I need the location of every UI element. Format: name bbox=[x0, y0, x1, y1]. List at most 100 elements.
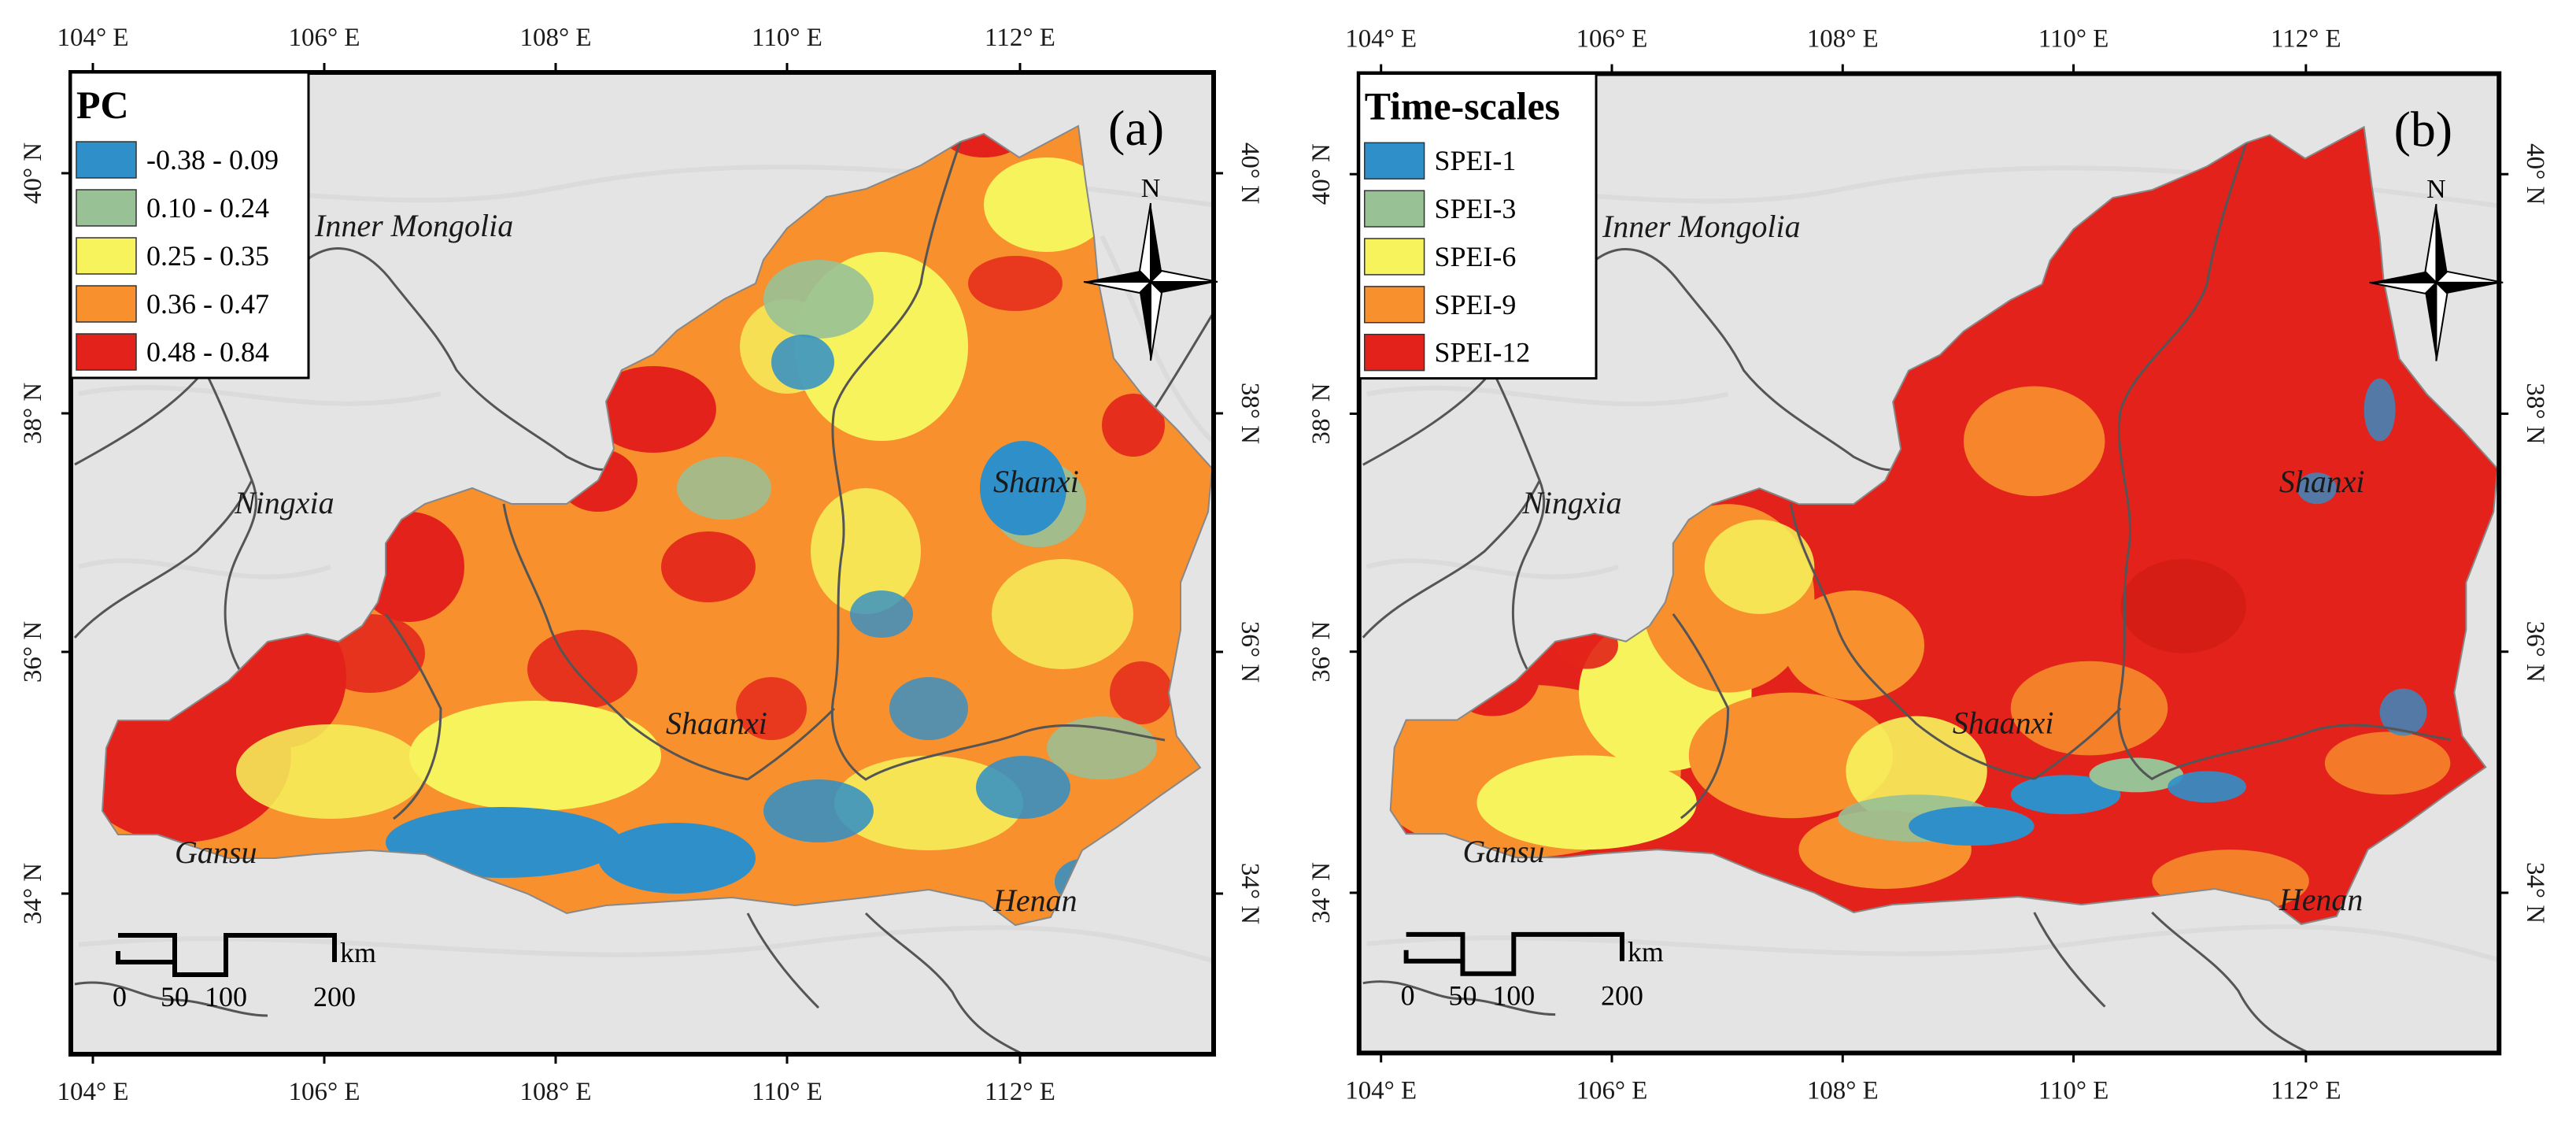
place-gansu: Gansu bbox=[1462, 834, 1544, 869]
north-arrow-icon: N bbox=[1083, 174, 1218, 361]
place-shanxi: Shanxi bbox=[993, 464, 1079, 499]
legend-b-swatch bbox=[1364, 333, 1425, 372]
legend-a-swatch bbox=[76, 285, 137, 323]
map-a-internal-boundaries bbox=[384, 141, 1166, 820]
map-a-province-boundaries bbox=[73, 247, 1214, 1054]
legend-a: PC -0.38 - 0.09 0.10 - 0.24 0.25 - 0.35 … bbox=[69, 71, 310, 379]
place-henan: Henan bbox=[992, 883, 1077, 918]
x-tick-top: 112° E bbox=[2271, 25, 2341, 54]
legend-a-item: 0.36 - 0.47 bbox=[146, 288, 269, 320]
scale-tick: 200 bbox=[1601, 980, 1643, 1012]
scale-unit: km bbox=[1628, 936, 1664, 968]
place-inner-mongolia: Inner Mongolia bbox=[314, 208, 513, 243]
legend-a-swatch bbox=[76, 189, 137, 227]
x-tick-top: 110° E bbox=[752, 24, 822, 52]
y-tick-left: 38° N bbox=[19, 383, 47, 444]
x-tick-top: 108° E bbox=[519, 24, 591, 52]
y-tick-right: 38° N bbox=[2521, 383, 2549, 444]
x-tick-bottom: 108° E bbox=[519, 1078, 591, 1106]
map-a-tick-marks bbox=[61, 63, 1223, 1064]
x-tick-top: 104° E bbox=[1345, 25, 1417, 54]
y-tick-right: 40° N bbox=[1236, 143, 1264, 204]
legend-b: Time-scales SPEI-1 SPEI-3 SPEI-6 SPEI-9 … bbox=[1358, 72, 1598, 380]
place-ningxia: Ningxia bbox=[1521, 485, 1621, 520]
map-a-frame bbox=[68, 70, 1216, 1057]
map-b-patches bbox=[1390, 378, 2451, 912]
map-a-region-outline bbox=[101, 124, 1214, 927]
legend-b-item: SPEI-6 bbox=[1435, 241, 1517, 272]
y-tick-left: 40° N bbox=[1307, 143, 1336, 205]
map-a-svg: 104° E 106° E 108° E 110° E 112° E 104° … bbox=[19, 24, 1264, 1106]
legend-b-item: SPEI-1 bbox=[1435, 145, 1517, 176]
legend-b-title: Time-scales bbox=[1365, 84, 1560, 128]
x-tick-bottom: 106° E bbox=[1576, 1076, 1648, 1105]
place-shaanxi: Shaanxi bbox=[666, 705, 767, 741]
legend-b-item: SPEI-12 bbox=[1435, 337, 1531, 368]
y-tick-right: 38° N bbox=[1236, 383, 1264, 444]
y-tick-right: 40° N bbox=[2521, 143, 2549, 205]
scale-bar-a: km 0 50 100 200 bbox=[113, 933, 376, 1012]
x-tick-bottom: 112° E bbox=[2271, 1076, 2341, 1105]
map-panel-a: 104° E 106° E 108° E 110° E 112° E 104° … bbox=[19, 24, 1264, 1106]
y-tick-left: 34° N bbox=[1307, 862, 1336, 924]
x-tick-bottom: 110° E bbox=[2038, 1076, 2109, 1105]
place-henan: Henan bbox=[2278, 882, 2363, 917]
map-a-patches bbox=[102, 126, 1173, 905]
y-tick-left: 40° N bbox=[19, 143, 47, 204]
x-tick-top: 108° E bbox=[1807, 25, 1879, 54]
y-tick-right: 36° N bbox=[2521, 621, 2549, 683]
x-tick-bottom: 104° E bbox=[57, 1078, 128, 1106]
place-gansu: Gansu bbox=[175, 835, 257, 870]
map-b-tick-marks bbox=[1349, 64, 2509, 1063]
map-panel-b: 104° E 106° E 108° E 110° E 112° E 104° … bbox=[1288, 0, 2576, 1129]
legend-a-item: 0.48 - 0.84 bbox=[146, 336, 269, 368]
place-ningxia: Ningxia bbox=[234, 485, 334, 520]
y-tick-left: 38° N bbox=[1307, 383, 1336, 444]
scale-tick: 50 bbox=[161, 981, 189, 1012]
panel-label-b: (b) bbox=[2394, 101, 2452, 157]
x-tick-top: 110° E bbox=[2038, 25, 2109, 54]
place-shaanxi: Shaanxi bbox=[1953, 705, 2054, 740]
map-b-region-outline bbox=[1389, 125, 2499, 925]
x-tick-bottom: 106° E bbox=[288, 1078, 360, 1106]
legend-b-swatch bbox=[1364, 286, 1425, 324]
map-b-frame bbox=[1356, 71, 2502, 1056]
legend-b-swatch bbox=[1364, 190, 1425, 228]
north-arrow-icon: N bbox=[2369, 175, 2504, 361]
y-tick-right: 36° N bbox=[1236, 621, 1264, 683]
map-b-basemap bbox=[1362, 165, 2499, 1053]
legend-a-swatch bbox=[76, 333, 137, 371]
x-tick-bottom: 104° E bbox=[1345, 1076, 1417, 1105]
x-tick-top: 104° E bbox=[57, 24, 128, 52]
scale-bar-b: km 0 50 100 200 bbox=[1401, 931, 1664, 1012]
legend-a-item: 0.25 - 0.35 bbox=[146, 240, 269, 272]
y-tick-right: 34° N bbox=[2521, 862, 2549, 924]
legend-b-swatch bbox=[1364, 238, 1425, 276]
x-tick-bottom: 108° E bbox=[1807, 1076, 1879, 1105]
north-label: N bbox=[2426, 175, 2446, 204]
map-b-internal-boundaries bbox=[1672, 142, 2451, 820]
north-label: N bbox=[1141, 174, 1161, 203]
y-tick-left: 36° N bbox=[1307, 620, 1336, 682]
scale-tick: 100 bbox=[1492, 980, 1535, 1012]
legend-a-title: PC bbox=[76, 83, 129, 127]
scale-tick: 200 bbox=[313, 981, 356, 1012]
x-tick-top: 112° E bbox=[985, 24, 1055, 52]
legend-b-swatch bbox=[1364, 142, 1425, 180]
scale-tick: 0 bbox=[113, 981, 127, 1012]
legend-a-item: -0.38 - 0.09 bbox=[146, 144, 279, 176]
x-tick-bottom: 112° E bbox=[985, 1078, 1055, 1106]
map-b-province-boundaries bbox=[1362, 248, 2310, 1053]
scale-unit: km bbox=[340, 937, 376, 968]
y-tick-right: 34° N bbox=[1236, 863, 1264, 924]
y-tick-left: 34° N bbox=[19, 863, 47, 924]
legend-a-swatch bbox=[76, 237, 137, 275]
place-shanxi: Shanxi bbox=[2279, 464, 2365, 499]
legend-a-swatch bbox=[76, 141, 137, 179]
x-tick-bottom: 110° E bbox=[752, 1078, 822, 1106]
x-tick-top: 106° E bbox=[1576, 25, 1648, 54]
x-tick-top: 106° E bbox=[288, 24, 360, 52]
scale-tick: 100 bbox=[205, 981, 247, 1012]
panel-label-a: (a) bbox=[1108, 100, 1164, 156]
legend-b-item: SPEI-9 bbox=[1435, 289, 1517, 320]
